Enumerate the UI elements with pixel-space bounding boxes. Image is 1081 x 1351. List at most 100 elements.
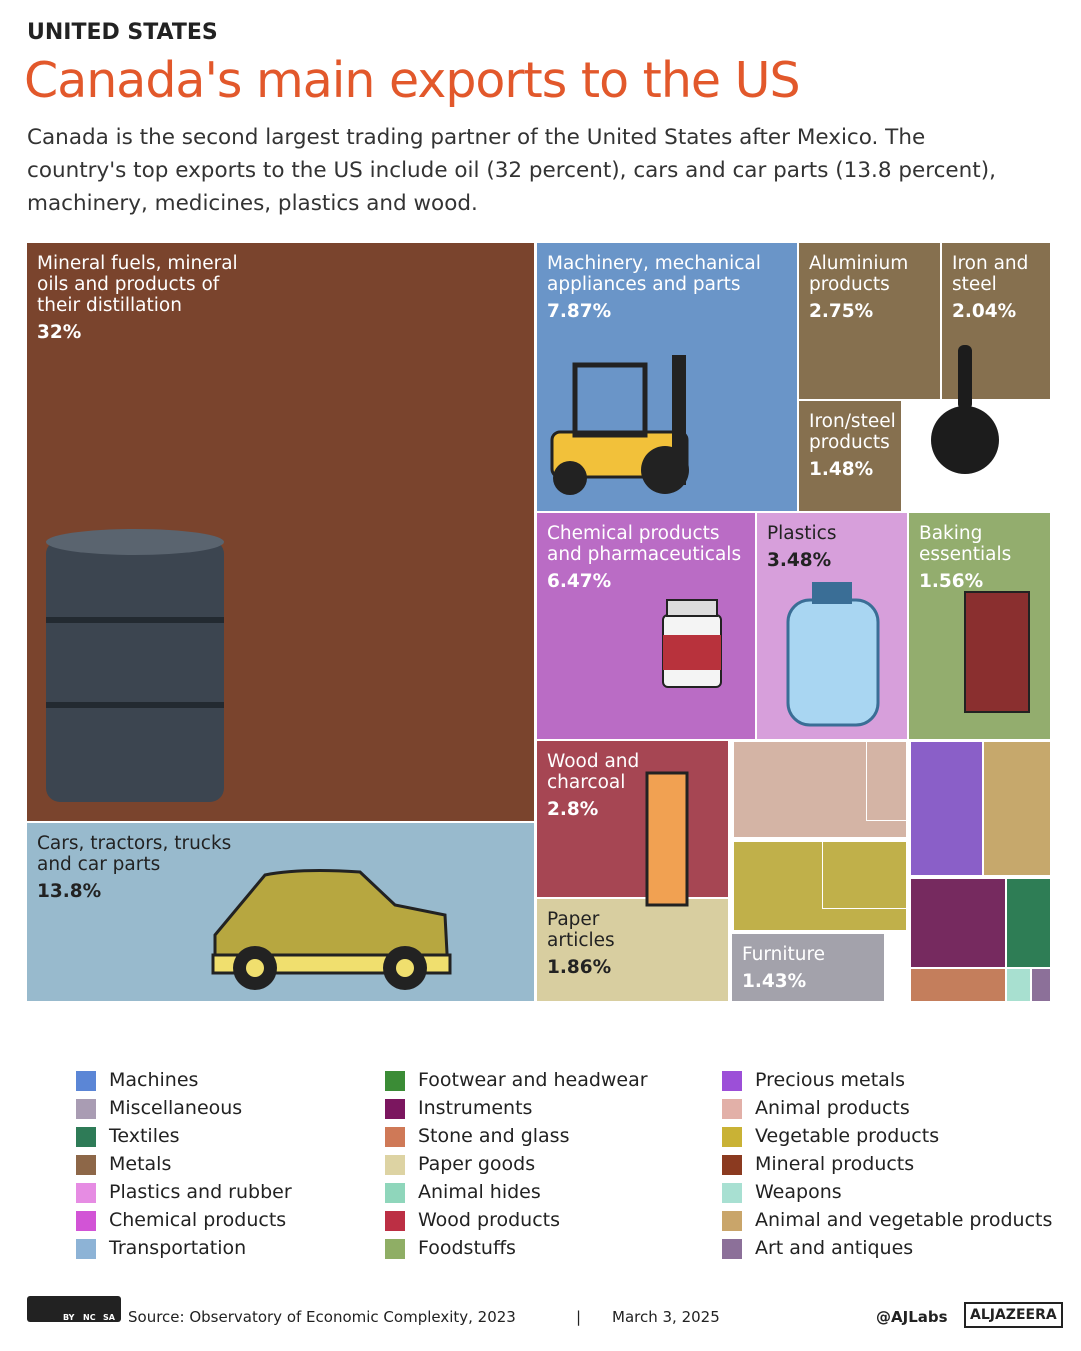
legend-label: Art and antiques <box>755 1237 914 1259</box>
tile <box>822 841 907 909</box>
legend-swatch <box>722 1155 742 1175</box>
legend-swatch <box>722 1183 742 1203</box>
tile-name: Mineral fuels, mineral oils and products… <box>37 253 238 316</box>
license-badge: BY NC SA <box>27 1296 121 1322</box>
tile: Furniture 1.43% <box>731 933 885 1002</box>
legend-label: Textiles <box>109 1125 180 1147</box>
tile <box>866 741 907 821</box>
legend-label: Plastics and rubber <box>109 1181 292 1203</box>
tile-label: Baking essentials 1.56% <box>919 523 1019 592</box>
tile-value: 1.43% <box>742 971 807 992</box>
legend-swatch <box>722 1071 742 1091</box>
legend-swatch <box>722 1239 742 1259</box>
legend-swatch <box>385 1239 405 1259</box>
legend-label: Metals <box>109 1153 172 1175</box>
legend-label: Transportation <box>109 1237 247 1259</box>
date: March 3, 2025 <box>612 1308 720 1326</box>
tile-name: Machinery, mechanical appliances and par… <box>547 253 761 295</box>
tile: Cars, tractors, trucks and car parts 13.8… <box>26 822 535 1002</box>
tile-value: 2.04% <box>952 301 1017 322</box>
legend-label: Weapons <box>755 1181 842 1203</box>
tile <box>910 741 983 876</box>
tile-name: Furniture <box>742 944 826 965</box>
tile-name: Iron/steel products <box>809 411 896 453</box>
legend-swatch <box>76 1071 96 1091</box>
tile-label: Paper articles 1.86% <box>547 909 657 978</box>
tile-value: 2.75% <box>809 301 874 322</box>
tile: Wood and charcoal 2.8% <box>536 740 729 898</box>
tile-name: Cars, tractors, trucks and car parts <box>37 833 232 875</box>
legend-swatch <box>385 1071 405 1091</box>
legend-label: Instruments <box>418 1097 533 1119</box>
legend-label: Wood products <box>418 1209 560 1231</box>
kicker: UNITED STATES <box>27 20 218 45</box>
tile: Machinery, mechanical appliances and par… <box>536 242 798 512</box>
legend-swatch <box>76 1211 96 1231</box>
tile-label: Aluminium products 2.75% <box>809 253 939 322</box>
legend-label: Mineral products <box>755 1153 915 1175</box>
tile-label: Machinery, mechanical appliances and par… <box>547 253 787 322</box>
tile: Mineral fuels, mineral oils and products… <box>26 242 535 822</box>
tile: Paper articles 1.86% <box>536 898 729 1002</box>
legend-swatch <box>722 1099 742 1119</box>
legend-label: Foodstuffs <box>418 1237 516 1259</box>
tile-name: Paper articles <box>547 909 615 951</box>
tile-value: 1.86% <box>547 957 612 978</box>
legend-label: Vegetable products <box>755 1125 940 1147</box>
tile-value: 32% <box>37 322 82 343</box>
chart-title: Canada's main exports to the US <box>24 52 801 109</box>
license-text: BY <box>63 1313 75 1322</box>
tile-value: 2.8% <box>547 799 599 820</box>
tile <box>1031 968 1051 1002</box>
tile-value: 1.56% <box>919 571 984 592</box>
tile-name: Iron and steel <box>952 253 1029 295</box>
legend-label: Paper goods <box>418 1153 536 1175</box>
tile-label: Plastics 3.48% <box>767 523 887 571</box>
handle: @AJLabs <box>876 1308 948 1326</box>
legend-swatch <box>722 1127 742 1147</box>
footer: BY NC SA Source: Observatory of Economic… <box>0 1290 1081 1340</box>
tile <box>1006 878 1051 968</box>
tile: Aluminium products 2.75% <box>798 242 941 400</box>
tile: Iron/steel products 1.48% <box>798 400 902 512</box>
tile-name: Aluminium products <box>809 253 909 295</box>
legend-swatch <box>385 1183 405 1203</box>
legend-label: Animal and vegetable products <box>755 1209 1053 1231</box>
tile-value: 1.48% <box>809 459 874 480</box>
treemap: Mineral fuels, mineral oils and products… <box>26 242 1051 1002</box>
legend-label: Precious metals <box>755 1069 906 1091</box>
tile <box>910 968 1006 1002</box>
legend-swatch <box>76 1155 96 1175</box>
tile <box>910 878 1006 968</box>
separator: | <box>576 1308 582 1326</box>
tile: Baking essentials 1.56% <box>908 512 1051 740</box>
legend-label: Stone and glass <box>418 1125 570 1147</box>
tile-name: Wood and charcoal <box>547 751 640 793</box>
tile-label: Cars, tractors, trucks and car parts 13.8… <box>37 833 267 902</box>
tile-value: 7.87% <box>547 301 612 322</box>
tile <box>983 741 1051 876</box>
legend-swatch <box>76 1099 96 1119</box>
legend-swatch <box>385 1211 405 1231</box>
tile: Iron and steel 2.04% <box>941 242 1051 400</box>
chart-subtitle: Canada is the second largest trading par… <box>27 125 996 216</box>
legend-swatch <box>385 1155 405 1175</box>
legend-swatch <box>722 1211 742 1231</box>
brand: ALJAZEERA <box>964 1302 1063 1328</box>
legend-swatch <box>385 1099 405 1119</box>
tile-name: Plastics <box>767 523 837 544</box>
legend-swatch <box>76 1183 96 1203</box>
source: Source: Observatory of Economic Complexi… <box>128 1308 516 1326</box>
legend-label: Animal hides <box>418 1181 541 1203</box>
legend-label: Animal products <box>755 1097 910 1119</box>
tile-value: 13.8% <box>37 881 102 902</box>
tile-label: Furniture 1.43% <box>742 944 882 992</box>
tile-label: Mineral fuels, mineral oils and products… <box>37 253 262 343</box>
legend-label: Machines <box>109 1069 199 1091</box>
legend-swatch <box>76 1127 96 1147</box>
legend-swatch <box>76 1239 96 1259</box>
tile-name: Chemical products and pharmaceuticals <box>547 523 742 565</box>
license-text: SA <box>103 1313 115 1322</box>
tile: Chemical products and pharmaceuticals 6.4… <box>536 512 756 740</box>
